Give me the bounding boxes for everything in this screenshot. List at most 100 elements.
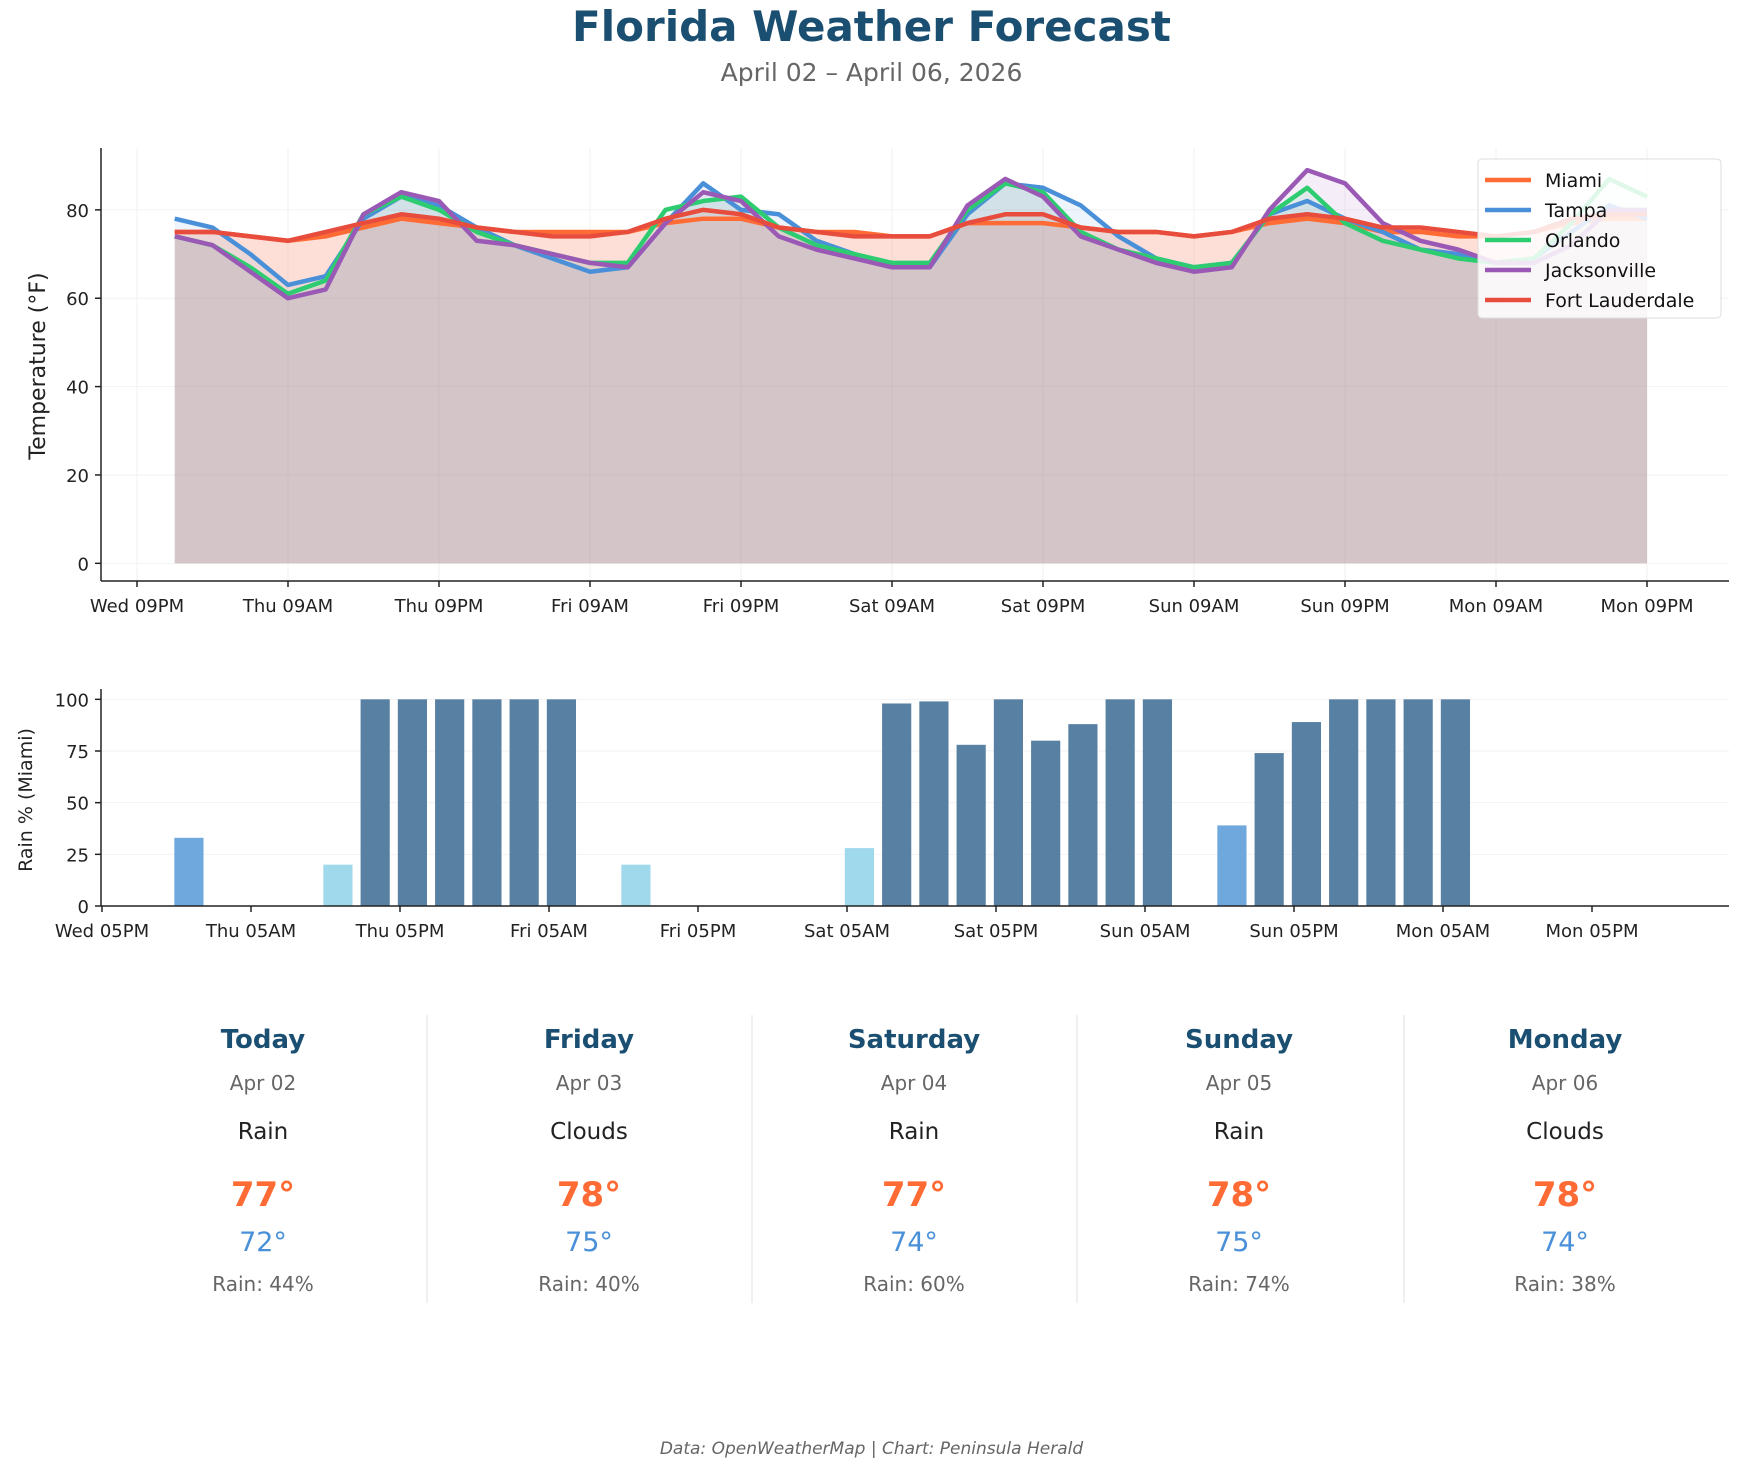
series-area-miami xyxy=(174,218,1647,564)
y-tick-label: 100 xyxy=(55,690,89,711)
x-tick-label: Sun 09PM xyxy=(1300,596,1389,617)
charts-canvas: 0 20 40 60 80 Wed 09PM Thu 09AM Thu 09PM Fri 09A… xyxy=(15,148,1729,942)
x-tick-label: Wed 09PM xyxy=(90,596,184,617)
x-tick-label: Thu 05AM xyxy=(205,921,296,942)
forecast-card: Sunday Apr 05 Rain 78° 75° Rain: 74% xyxy=(1079,1015,1399,1305)
day-name: Friday xyxy=(543,1025,635,1055)
x-tick-label: Fri 05AM xyxy=(510,921,588,942)
rain-bar xyxy=(546,699,577,906)
rain-bar xyxy=(882,703,912,906)
card-divider xyxy=(1076,1015,1078,1303)
x-tick-label: Sat 05AM xyxy=(804,921,890,942)
rain-bar xyxy=(360,699,390,906)
legend-label: Orlando xyxy=(1545,230,1620,252)
forecast-card: Saturday Apr 04 Rain 77° 74° Rain: 60% xyxy=(754,1015,1074,1305)
x-tick-label: Wed 05PM xyxy=(55,921,149,942)
x-tick-label: Sun 05AM xyxy=(1100,921,1191,942)
rain-chance: Rain: 40% xyxy=(538,1272,640,1296)
y-tick-label: 0 xyxy=(78,897,89,918)
x-tick-label: Sat 09PM xyxy=(1001,596,1086,617)
high-temp: 77° xyxy=(230,1175,296,1215)
x-tick-label: Sun 05PM xyxy=(1249,921,1338,942)
series-area-tampa xyxy=(174,183,1647,564)
y-tick-label: 50 xyxy=(66,794,89,815)
x-tick-label: Mon 05PM xyxy=(1546,921,1639,942)
x-tick-label: Sat 09AM xyxy=(849,596,935,617)
day-date: Apr 06 xyxy=(1531,1071,1599,1095)
day-date: Apr 03 xyxy=(555,1071,623,1095)
low-temp: 74° xyxy=(1541,1227,1589,1258)
series-line-fort-lauderdale xyxy=(174,207,1647,244)
day-date: Apr 04 xyxy=(880,1071,948,1095)
x-tick-label: Sat 05PM xyxy=(954,921,1039,942)
rain-chart: 0 25 50 75 100 Wed 05PM Thu 05AM Thu 05PM Fri 05… xyxy=(55,689,1729,942)
y-tick-label: 0 xyxy=(78,554,89,575)
x-tick-label: Mon 09AM xyxy=(1449,596,1543,617)
rain-bar xyxy=(174,837,204,906)
temperature-chart: 0 20 40 60 80 Wed 09PM Thu 09AM Thu 09PM Fri 09A… xyxy=(66,148,1729,617)
rain-chance: Rain: 44% xyxy=(212,1272,314,1296)
forecast-card: Monday Apr 06 Clouds 78° 74° Rain: 38% xyxy=(1405,1015,1725,1305)
rain-bar xyxy=(1440,699,1471,906)
rain-bar xyxy=(1105,699,1135,906)
rain-bar xyxy=(435,699,465,906)
footer-credit: Data: OpenWeatherMap | Chart: Peninsula … xyxy=(659,1439,1084,1459)
rain-bar xyxy=(844,848,875,906)
forecast-card: Friday Apr 03 Clouds 78° 75° Rain: 40% xyxy=(429,1015,749,1305)
y-tick-label: 75 xyxy=(66,742,89,763)
x-tick-label: Thu 09AM xyxy=(242,596,333,617)
day-condition: Rain xyxy=(237,1119,289,1145)
rain-y-axis-label: Rain % (Miami) xyxy=(15,728,37,872)
rain-bar xyxy=(397,699,428,906)
y-tick-label: 60 xyxy=(66,289,89,310)
low-temp: 75° xyxy=(1215,1227,1263,1258)
series-line-orlando xyxy=(174,176,1648,297)
low-temp: 74° xyxy=(890,1227,938,1258)
legend-label: Tampa xyxy=(1544,200,1607,222)
rain-bar xyxy=(472,699,502,906)
legend: Miami Tampa Orlando Jacksonville Fort Lauder… xyxy=(1477,158,1722,319)
low-temp: 75° xyxy=(565,1227,613,1258)
rain-bar xyxy=(1291,722,1322,906)
x-tick-label: Mon 05AM xyxy=(1396,921,1490,942)
day-name: Today xyxy=(220,1025,306,1055)
x-tick-label: Mon 09PM xyxy=(1601,596,1694,617)
legend-label: Miami xyxy=(1545,170,1602,192)
legend-box xyxy=(1477,158,1722,319)
day-condition: Clouds xyxy=(1526,1119,1604,1145)
rain-bar xyxy=(1366,699,1396,906)
rain-bar xyxy=(1068,724,1098,906)
rain-bar xyxy=(1254,753,1284,906)
high-temp: 78° xyxy=(1532,1175,1598,1215)
series-area-fort-lauderdale xyxy=(174,209,1647,564)
series-area-orlando xyxy=(174,178,1647,564)
x-tick-label: Fri 09AM xyxy=(551,596,629,617)
y-tick-label: 40 xyxy=(66,378,89,399)
day-name: Saturday xyxy=(847,1025,981,1055)
page-title: Florida Weather Forecast xyxy=(572,2,1171,51)
temp-y-axis-label: Temperature (°F) xyxy=(26,272,51,460)
rain-chance: Rain: 60% xyxy=(863,1272,965,1296)
x-tick-label: Fri 05PM xyxy=(660,921,736,942)
day-condition: Rain xyxy=(1213,1119,1265,1145)
day-name: Monday xyxy=(1507,1025,1623,1055)
legend-label: Jacksonville xyxy=(1544,260,1656,282)
high-temp: 78° xyxy=(1206,1175,1272,1215)
rain-bar xyxy=(323,864,353,906)
rain-bar xyxy=(919,701,949,906)
card-divider xyxy=(1403,1015,1405,1303)
series-area-jacksonville xyxy=(174,170,1647,564)
day-date: Apr 02 xyxy=(229,1071,297,1095)
legend-label: Fort Lauderdale xyxy=(1545,290,1694,312)
card-divider xyxy=(426,1015,428,1303)
series-line-jacksonville xyxy=(174,167,1647,301)
rain-bar xyxy=(1329,699,1359,906)
rain-bar xyxy=(956,744,986,906)
high-temp: 78° xyxy=(556,1175,622,1215)
day-name: Sunday xyxy=(1184,1025,1294,1055)
rain-bar xyxy=(509,699,539,906)
x-tick-label: Sun 09AM xyxy=(1149,596,1240,617)
day-condition: Clouds xyxy=(550,1119,628,1145)
x-tick-label: Fri 09PM xyxy=(703,596,779,617)
day-condition: Rain xyxy=(888,1119,940,1145)
